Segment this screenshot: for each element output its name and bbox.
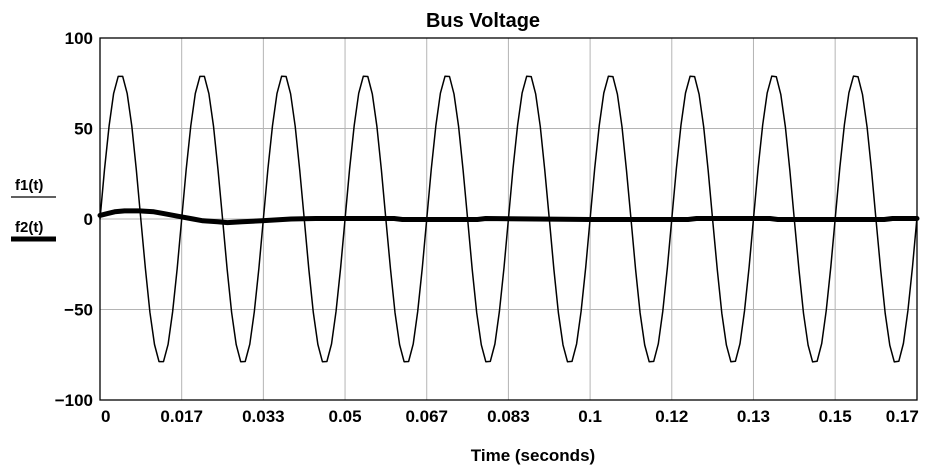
x-tick-label: 0 [101, 407, 110, 426]
y-tick-label: −50 [64, 301, 93, 320]
x-tick-label: 0.017 [160, 407, 203, 426]
legend-label-f2: f2(t) [15, 219, 43, 236]
x-tick-label: 0.13 [737, 407, 770, 426]
series-layer [97, 75, 920, 363]
x-tick-label: 0.05 [329, 407, 362, 426]
legend-label-f1: f1(t) [15, 177, 43, 194]
x-tick-label: 0.17 [886, 407, 919, 426]
chart-title: Bus Voltage [426, 10, 540, 32]
x-tick-label: 0.12 [655, 407, 688, 426]
x-tick-label: 0.067 [405, 407, 448, 426]
series-line-f2t [97, 208, 920, 226]
y-axis-ticks: 100 50 0 −50 −100 [55, 29, 93, 410]
x-tick-label: 0.15 [819, 407, 852, 426]
y-tick-label: 0 [84, 210, 93, 229]
x-axis-ticks: 0 0.017 0.033 0.05 0.067 0.083 0.1 0.12 0.13 0.15… [101, 407, 919, 426]
x-tick-label: 0.1 [578, 407, 602, 426]
y-tick-label: 50 [74, 120, 93, 139]
y-tick-label: 100 [65, 29, 93, 48]
x-tick-label: 0.083 [487, 407, 530, 426]
x-tick-label: 0.033 [242, 407, 285, 426]
legend: f1(t) f2(t) [11, 177, 56, 242]
y-tick-label: −100 [55, 391, 93, 410]
x-axis-label: Time (seconds) [471, 446, 595, 465]
